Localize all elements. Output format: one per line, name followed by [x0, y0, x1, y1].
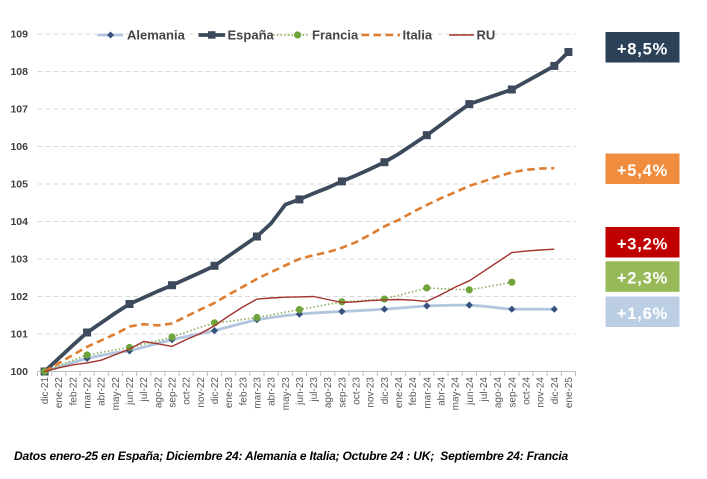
svg-text:nov-23: nov-23 [366, 377, 377, 408]
svg-text:sep-23: sep-23 [337, 377, 348, 408]
svg-text:ago-22: ago-22 [153, 377, 164, 409]
svg-text:abr-23: abr-23 [267, 377, 278, 406]
svg-text:Alemania: Alemania [127, 28, 186, 43]
svg-text:100: 100 [10, 366, 28, 378]
svg-text:feb-22: feb-22 [68, 377, 79, 406]
svg-text:108: 108 [10, 66, 28, 78]
svg-text:jun-23: jun-23 [295, 377, 306, 406]
svg-text:+1,6%: +1,6% [617, 305, 668, 323]
svg-text:sep-24: sep-24 [507, 377, 518, 408]
svg-text:dic-21: dic-21 [40, 377, 51, 405]
svg-text:dic-24: dic-24 [550, 377, 561, 405]
svg-text:+2,3%: +2,3% [617, 270, 668, 288]
svg-text:106: 106 [10, 141, 28, 153]
svg-text:jul-24: jul-24 [479, 377, 490, 403]
svg-text:sep-22: sep-22 [168, 377, 179, 408]
svg-text:Italia: Italia [403, 28, 433, 43]
svg-text:jun-22: jun-22 [125, 377, 136, 406]
svg-text:104: 104 [10, 216, 28, 228]
svg-text:ene-22: ene-22 [54, 377, 65, 409]
svg-text:101: 101 [10, 329, 28, 341]
svg-text:oct-24: oct-24 [522, 377, 533, 405]
svg-text:103: 103 [10, 254, 28, 266]
svg-text:ene-25: ene-25 [564, 377, 575, 409]
svg-text:may-22: may-22 [111, 377, 122, 411]
svg-text:ago-24: ago-24 [493, 377, 504, 409]
svg-text:España: España [228, 28, 275, 43]
svg-text:jul-22: jul-22 [139, 377, 150, 403]
svg-text:oct-22: oct-22 [182, 377, 193, 405]
svg-text:+3,2%: +3,2% [617, 235, 668, 253]
svg-text:nov-22: nov-22 [196, 377, 207, 408]
svg-text:may-23: may-23 [281, 377, 292, 411]
svg-text:dic-22: dic-22 [210, 377, 221, 405]
svg-text:mar-24: mar-24 [422, 377, 433, 409]
svg-text:mar-22: mar-22 [83, 377, 94, 409]
svg-text:jun-24: jun-24 [465, 377, 476, 406]
svg-text:ago-23: ago-23 [323, 377, 334, 409]
svg-text:mar-23: mar-23 [252, 377, 263, 409]
svg-text:109: 109 [10, 29, 28, 41]
svg-text:Datos enero-25 en España; Dici: Datos enero-25 en España; Diciembre 24: … [14, 449, 568, 463]
svg-text:Francia: Francia [312, 28, 359, 43]
svg-text:abr-22: abr-22 [97, 377, 108, 406]
svg-text:RU: RU [477, 28, 496, 43]
svg-text:jul-23: jul-23 [309, 377, 320, 403]
svg-text:107: 107 [10, 104, 28, 116]
svg-text:105: 105 [10, 179, 28, 191]
svg-text:nov-24: nov-24 [536, 377, 547, 408]
svg-text:abr-24: abr-24 [437, 377, 448, 406]
svg-text:+5,4%: +5,4% [617, 162, 668, 180]
svg-text:102: 102 [10, 291, 28, 303]
svg-text:oct-23: oct-23 [352, 377, 363, 405]
svg-text:ene-23: ene-23 [224, 377, 235, 409]
svg-text:feb-24: feb-24 [408, 377, 419, 406]
svg-text:feb-23: feb-23 [238, 377, 249, 406]
svg-text:+8,5%: +8,5% [617, 40, 668, 58]
svg-text:may-24: may-24 [451, 377, 462, 411]
svg-text:ene-24: ene-24 [394, 377, 405, 409]
svg-text:dic-23: dic-23 [380, 377, 391, 405]
